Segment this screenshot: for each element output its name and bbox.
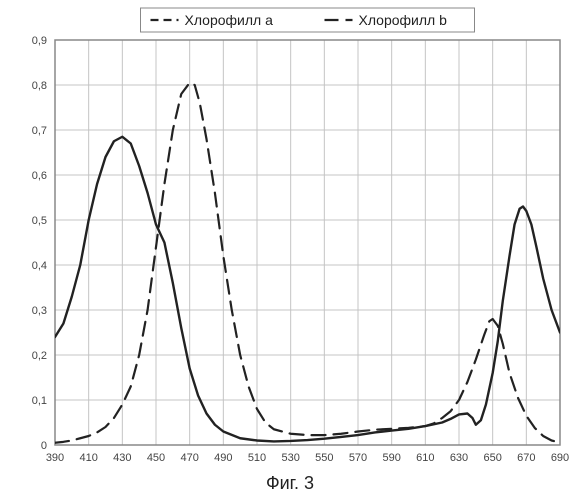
x-tick-label: 430 [113,452,131,464]
y-tick-label: 0,5 [32,215,47,227]
chart-svg: 390 410 430 450 470 490 510 530 550 570 590 610 630 6… [0,0,580,500]
y-tick-label: 0 [41,440,47,452]
y-tick-label: 0,7 [32,125,47,137]
x-tick-label: 590 [382,452,400,464]
x-tick-label: 570 [349,452,367,464]
y-tick-label: 0,6 [32,170,47,182]
x-tick-label: 490 [214,452,232,464]
x-tick-label: 390 [46,452,64,464]
x-tick-label: 630 [450,452,468,464]
legend-label: Хлорофилл b [359,12,448,28]
chart-container: 390 410 430 450 470 490 510 530 550 570 590 610 630 6… [0,0,580,500]
y-tick-label: 0,2 [32,350,47,362]
legend-label: Хлорофилл а [185,12,274,28]
y-tick-label: 0,3 [32,305,47,317]
y-tick-label: 0,1 [32,395,47,407]
x-tick-label: 510 [248,452,266,464]
x-tick-label: 670 [517,452,535,464]
x-tick-label: 470 [180,452,198,464]
x-tick-label: 610 [416,452,434,464]
x-tick-label: 530 [281,452,299,464]
x-tick-label: 550 [315,452,333,464]
y-tick-label: 0,8 [32,80,47,92]
figure-caption: Фиг. 3 [0,473,580,494]
x-tick-label: 650 [483,452,501,464]
x-tick-label: 410 [79,452,97,464]
x-tick-label: 690 [551,452,569,464]
caption-text: Фиг. 3 [266,473,314,493]
y-tick-label: 0,4 [32,260,47,272]
y-tick-label: 0,9 [32,35,47,47]
x-tick-label: 450 [147,452,165,464]
